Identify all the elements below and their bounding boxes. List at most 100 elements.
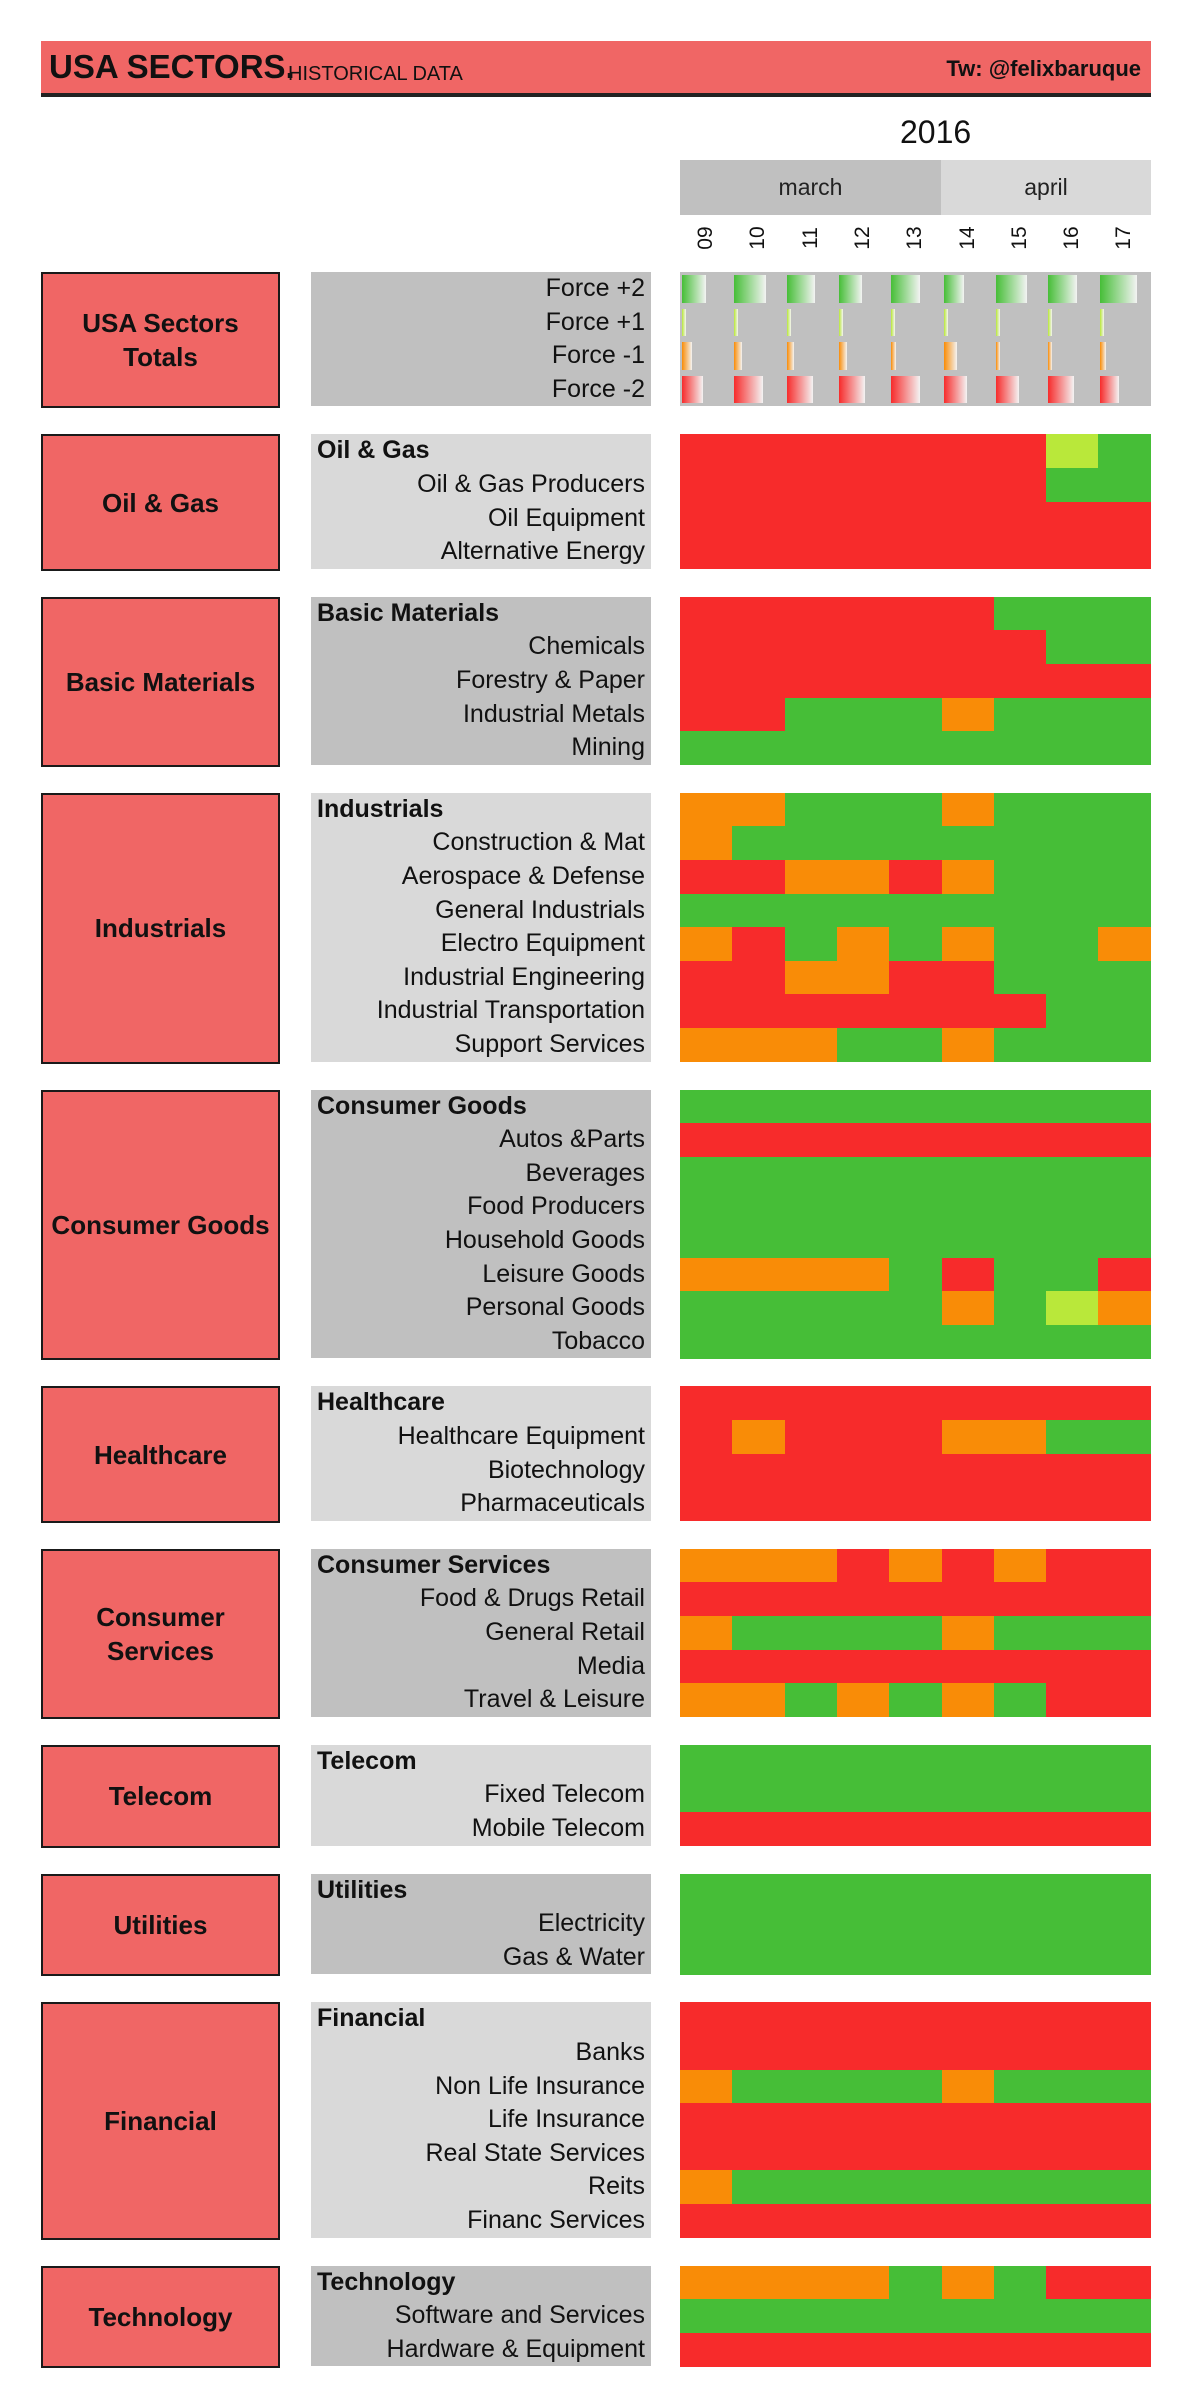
heat-cell (941, 1907, 995, 1942)
legend-bar (943, 342, 957, 370)
heat-cell (680, 860, 733, 895)
heat-cell (1098, 731, 1152, 766)
heat-cell (680, 1156, 733, 1191)
legend-bar (891, 342, 897, 370)
legend-bar (734, 308, 739, 337)
heat-cell (889, 1873, 943, 1908)
heat-cell (784, 994, 838, 1029)
heat-cell (784, 1487, 838, 1522)
row-label: Hardware & Equipment (386, 2334, 645, 2363)
day-label-text: 15 (1007, 226, 1031, 250)
heat-cell (993, 1487, 1047, 1522)
heat-cell (941, 2332, 995, 2367)
heat-cell (784, 2170, 838, 2205)
heat-cell (784, 697, 838, 732)
day-label-15: 15 (994, 226, 1046, 262)
row-label: Oil & Gas Producers (417, 470, 645, 498)
heat-cell (1046, 2136, 1099, 2171)
heat-cell (993, 2069, 1047, 2104)
heat-cell (889, 1548, 943, 1583)
heat-cell (889, 1940, 943, 1975)
heat-cell (941, 860, 995, 895)
heat-cell (993, 1812, 1047, 1847)
heat-cell (993, 1224, 1047, 1259)
heat-cell (836, 1156, 890, 1191)
heat-cell (941, 1582, 995, 1617)
heat-cell (1046, 731, 1099, 766)
heat-cell (1046, 1812, 1099, 1847)
heat-cell (784, 860, 838, 895)
heat-cell (784, 1028, 838, 1063)
heat-cell (784, 792, 838, 827)
heat-cell (732, 1190, 786, 1225)
heat-cell (993, 927, 1047, 962)
heat-cell (993, 2332, 1047, 2367)
heat-cell (732, 731, 786, 766)
heat-cell (941, 1028, 995, 1063)
heat-cell (732, 1257, 786, 1292)
heat-cell (941, 826, 995, 861)
legend-bar (838, 308, 843, 337)
heat-cell (889, 434, 943, 469)
heat-cell (732, 2002, 786, 2037)
heat-cell (993, 1420, 1047, 1455)
day-label-12: 12 (837, 226, 889, 262)
heat-cell (836, 1224, 890, 1259)
heat-cell (993, 2299, 1047, 2334)
heat-cell (1046, 792, 1099, 827)
heat-cell (941, 1616, 995, 1651)
group-label-healthcare: Healthcare (41, 1386, 280, 1523)
heat-cell (680, 434, 733, 469)
heat-cell (680, 1649, 733, 1684)
heat-cell (993, 1386, 1047, 1421)
heat-cell (889, 2069, 943, 2104)
heat-cell (889, 994, 943, 1029)
heat-cell (1046, 2265, 1099, 2300)
heat-cell (836, 1487, 890, 1522)
group-panel-consumer-services (311, 1548, 651, 1717)
heat-cell (1046, 1257, 1099, 1292)
heat-cell (784, 1386, 838, 1421)
heat-cell (836, 1386, 890, 1421)
heat-cell (941, 792, 995, 827)
heat-cell (889, 960, 943, 995)
legend-bar (838, 375, 866, 404)
heat-cell (993, 501, 1047, 536)
legend-bar (1048, 342, 1053, 370)
heat-cell (1098, 1257, 1152, 1292)
page-title: USA SECTORS. (49, 48, 295, 85)
heat-cell (993, 826, 1047, 861)
group-heading: Healthcare (317, 1388, 445, 1417)
heat-cell (889, 2265, 943, 2300)
heat-cell (1046, 1089, 1099, 1124)
heat-cell (993, 1873, 1047, 1908)
row-label: Leisure Goods (482, 1259, 645, 1288)
heat-cell (993, 2204, 1047, 2239)
heat-cell (941, 2103, 995, 2138)
heat-cell (732, 927, 786, 962)
heat-cell (836, 1028, 890, 1063)
heat-cell (836, 501, 890, 536)
legend-bar (891, 308, 896, 337)
legend-bar (1100, 342, 1106, 370)
group-panel-financial (311, 2002, 651, 2238)
heat-cell (680, 1324, 733, 1359)
heat-cell (784, 1812, 838, 1847)
heat-cell (836, 1940, 890, 1975)
heat-cell (941, 1873, 995, 1908)
heat-cell (732, 1224, 786, 1259)
heat-cell (889, 1224, 943, 1259)
group-heading: Basic Materials (317, 598, 500, 627)
legend-bar (682, 275, 706, 303)
heat-cell (889, 664, 943, 699)
legend-bar (943, 375, 968, 404)
legend-bar (734, 275, 766, 303)
heat-cell (732, 434, 786, 469)
heat-cell (1098, 960, 1152, 995)
heat-cell (941, 2204, 995, 2239)
heat-cell (1098, 2036, 1152, 2071)
heat-cell (1098, 1907, 1152, 1942)
heat-cell (889, 2002, 943, 2037)
row-label: Banks (575, 2038, 645, 2066)
heat-cell (1098, 1291, 1152, 1326)
